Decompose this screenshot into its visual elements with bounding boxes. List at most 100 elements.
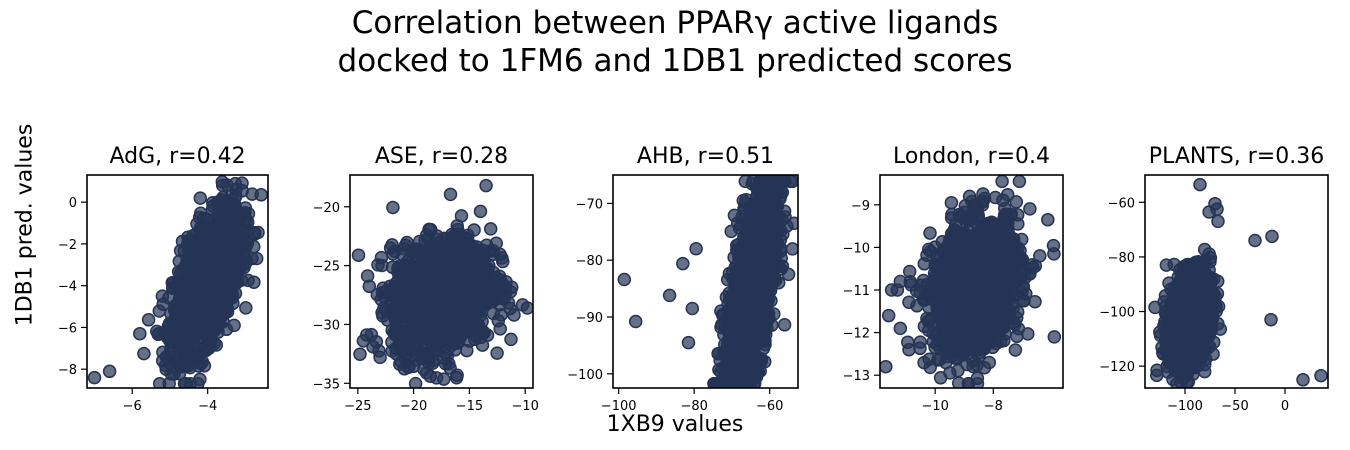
data-point <box>477 256 491 271</box>
data-point <box>751 321 765 336</box>
y-tick-label: −30 <box>313 318 340 333</box>
data-point <box>413 283 428 298</box>
data-point <box>202 273 217 287</box>
data-point <box>218 254 233 268</box>
data-point <box>689 242 703 256</box>
data-point <box>215 305 230 319</box>
y-tick-label: −4 <box>58 280 77 295</box>
data-point <box>662 288 677 303</box>
data-point <box>193 372 207 387</box>
data-point <box>995 175 1009 189</box>
y-tick-label: −80 <box>576 254 603 269</box>
data-point <box>418 319 433 333</box>
data-point <box>401 360 416 375</box>
x-tick-label: −20 <box>400 399 427 414</box>
data-point <box>215 216 229 230</box>
data-point <box>944 195 959 210</box>
data-point <box>787 216 798 231</box>
data-point <box>206 195 220 210</box>
data-point <box>440 275 455 289</box>
data-point <box>495 251 509 265</box>
data-point <box>456 262 471 277</box>
figure-title-line-2: docked to 1FM6 and 1DB1 predicted scores <box>337 43 1013 79</box>
data-point <box>424 255 438 269</box>
data-point <box>727 348 741 363</box>
data-point <box>228 176 243 191</box>
y-tick-label: −70 <box>576 197 603 212</box>
data-point <box>183 298 198 313</box>
data-point <box>489 236 503 251</box>
data-point <box>520 301 533 315</box>
y-tick-label: −100 <box>567 368 603 383</box>
data-point <box>386 200 400 215</box>
data-point <box>491 313 506 328</box>
data-point <box>449 370 464 385</box>
x-tick-label: −15 <box>456 399 483 414</box>
data-point <box>196 299 210 313</box>
data-point <box>685 301 700 316</box>
data-point <box>206 322 221 337</box>
data-point <box>378 284 393 299</box>
data-point <box>231 207 245 222</box>
data-point <box>249 251 264 266</box>
data-point <box>373 350 387 365</box>
data-point <box>202 229 216 244</box>
y-tick-label: −20 <box>313 201 340 216</box>
y-tick-label: −90 <box>576 311 603 326</box>
y-tick-label: −35 <box>313 377 340 392</box>
data-point <box>430 337 445 351</box>
data-point <box>405 331 420 346</box>
panel-frame <box>86 174 269 389</box>
data-point <box>179 376 193 388</box>
data-point <box>770 225 785 240</box>
data-point <box>137 346 151 361</box>
panel-points <box>880 175 1062 388</box>
data-point <box>681 335 696 350</box>
panel-points <box>87 175 268 388</box>
data-point <box>441 322 455 337</box>
data-point <box>443 361 457 375</box>
data-point <box>155 289 170 303</box>
data-point <box>507 308 521 322</box>
data-point <box>362 279 377 294</box>
data-point <box>193 191 208 205</box>
panel-frame <box>612 174 799 389</box>
data-point <box>719 290 734 304</box>
data-point <box>359 328 374 342</box>
data-point <box>474 330 488 345</box>
data-point <box>733 317 747 332</box>
data-point <box>204 244 218 258</box>
data-point <box>180 251 194 266</box>
data-point <box>408 376 423 388</box>
y-tick-label: 0 <box>69 196 77 211</box>
panel-points <box>351 178 533 388</box>
data-point <box>385 260 400 275</box>
data-point <box>766 267 780 282</box>
data-point <box>192 210 207 225</box>
panel-frame <box>349 174 534 389</box>
data-point <box>735 304 750 319</box>
data-point <box>1023 202 1037 216</box>
data-point <box>484 288 499 302</box>
data-point <box>437 372 451 386</box>
data-point <box>394 288 408 303</box>
data-point <box>483 222 498 236</box>
data-point <box>490 346 504 360</box>
data-point <box>443 187 458 202</box>
data-point <box>224 281 238 295</box>
data-point <box>1008 343 1023 357</box>
data-point <box>749 190 764 205</box>
panel-title: ASE, r=0.28 <box>375 144 508 169</box>
data-point <box>676 256 690 271</box>
data-point <box>748 334 763 348</box>
data-point <box>102 364 117 379</box>
data-point <box>923 226 937 240</box>
data-point <box>785 242 798 256</box>
data-point <box>468 303 482 318</box>
data-point <box>353 347 367 361</box>
data-point <box>1047 247 1061 261</box>
data-point <box>385 305 400 320</box>
data-point <box>159 362 173 376</box>
